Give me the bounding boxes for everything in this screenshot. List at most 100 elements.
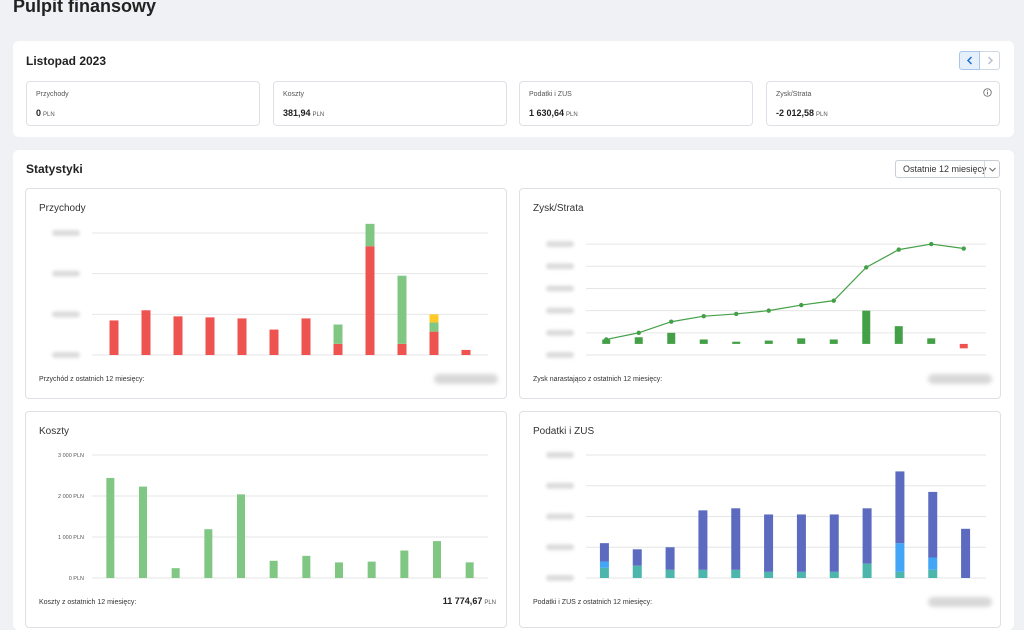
bar-segment — [928, 491, 938, 558]
blurred-tick-label — [546, 352, 574, 358]
month-title: Listopad 2023 — [26, 54, 107, 68]
monthly-bar — [602, 339, 611, 344]
previous-month-button[interactable] — [959, 51, 980, 70]
bar-segment — [731, 508, 741, 570]
kpi-value: 381,94 PLN — [283, 108, 325, 118]
period-select[interactable]: Ostatnie 12 miesięcy — [895, 160, 1000, 178]
blurred-tick-label — [546, 575, 574, 581]
monthly-bar — [862, 310, 871, 344]
bar — [302, 555, 311, 578]
data-point — [929, 241, 934, 247]
kpi-revenue: Przychody 0 PLN — [26, 81, 260, 126]
kpi-label: Podatki i ZUS — [529, 91, 572, 98]
blurred-tick-label — [546, 329, 574, 336]
bar-segment — [796, 571, 806, 578]
bar-segment — [599, 543, 609, 562]
bar-segment — [895, 543, 905, 572]
bar-segment — [429, 322, 439, 332]
data-point — [669, 319, 674, 324]
bar-segment — [895, 471, 905, 544]
bar-segment — [333, 343, 343, 355]
bar-segment — [269, 329, 279, 355]
bar-segment — [632, 549, 642, 566]
monthly-bar — [829, 339, 838, 344]
chart-footer: Zysk narastająco z ostatnich 12 miesięcy… — [533, 376, 663, 383]
chevron-down-icon — [988, 167, 996, 172]
bar-segment — [397, 275, 407, 344]
data-point — [604, 337, 609, 342]
kpi-label: Przychody — [36, 91, 69, 98]
bar — [465, 562, 474, 578]
data-point — [799, 302, 804, 308]
monthly-bar — [732, 341, 741, 344]
info-icon[interactable] — [983, 88, 992, 97]
data-point — [734, 311, 739, 317]
y-tick-label: 1 000 PLN — [58, 535, 84, 541]
bar — [204, 529, 213, 578]
bar-segment — [301, 318, 311, 355]
blurred-tick-label — [546, 285, 574, 292]
blurred-tick-label — [52, 352, 80, 358]
month-summary-card: Listopad 2023 Przychody 0 PLN Koszty 381,… — [13, 41, 1014, 137]
data-point — [701, 313, 706, 319]
blurred-tick-label — [546, 482, 574, 489]
revenue-chart-card: Przychody Przychód z ostatnich 12 miesię… — [25, 188, 507, 399]
chart-title: Podatki i ZUS — [533, 426, 595, 437]
bar-segment — [829, 571, 839, 578]
kpi-value: 1 630,64 PLN — [529, 108, 578, 118]
bar-segment — [764, 571, 774, 578]
statistics-card: Statystyki Ostatnie 12 miesięcy Przychod… — [13, 150, 1014, 630]
bar-segment — [665, 569, 675, 578]
kpi-label: Koszty — [283, 91, 305, 98]
blurred-total — [928, 597, 992, 607]
month-navigation — [959, 51, 1000, 70]
bar-segment — [205, 317, 215, 355]
bar-segment — [862, 563, 872, 578]
bar-segment — [862, 508, 872, 564]
chart-total: 11 774,67 PLN — [442, 596, 496, 606]
taxes-chart-card: Podatki i ZUS Podatki i ZUS z ostatnich … — [519, 411, 1001, 628]
kpi-label: Zysk/Strata — [776, 91, 812, 98]
bar-segment — [599, 561, 609, 568]
monthly-bar — [927, 338, 936, 344]
next-month-button[interactable] — [980, 51, 1000, 70]
bar-segment — [764, 514, 774, 572]
bar-segment — [365, 223, 375, 247]
bar-segment — [429, 331, 439, 355]
data-point — [961, 246, 966, 251]
monthly-bar — [764, 340, 773, 344]
data-point — [831, 298, 836, 303]
costs-chart: 0 PLN 1 000 PLN 2 000 PLN 3 000 PLN — [58, 453, 488, 582]
bar-segment — [928, 569, 938, 578]
bar-segment — [365, 246, 375, 355]
bar-segment — [141, 310, 151, 355]
bar-segment — [698, 510, 708, 570]
bar — [139, 486, 147, 578]
chevron-right-icon — [987, 56, 993, 65]
chart-title: Zysk/Strata — [533, 203, 584, 214]
kpi-value: -2 012,58 PLN — [776, 108, 828, 118]
blurred-tick-label — [546, 544, 574, 551]
blurred-tick-label — [546, 513, 574, 520]
chart-title: Koszty — [39, 426, 70, 437]
bar-segment — [632, 565, 642, 578]
bar-segment — [429, 314, 439, 323]
profit-chart-card: Zysk/Strata Zysk narastająco z ostatnich… — [519, 188, 1001, 399]
data-point — [896, 247, 901, 252]
bar-segment — [796, 514, 806, 572]
bar-segment — [698, 569, 708, 578]
monthly-bar — [699, 339, 708, 344]
statistics-title: Statystyki — [26, 162, 83, 176]
kpi-costs: Koszty 381,94 PLN — [273, 81, 507, 126]
bar-segment — [665, 547, 675, 570]
bar-segment — [333, 324, 343, 344]
blurred-tick-label — [546, 307, 574, 314]
blurred-total — [928, 374, 992, 384]
bar — [400, 550, 409, 578]
bar — [237, 494, 245, 578]
monthly-bar — [959, 343, 968, 349]
bar — [335, 562, 343, 578]
revenue-chart — [52, 223, 488, 358]
costs-chart-card: Koszty 0 PLN 1 000 PLN 2 000 PLN 3 000 PLN … — [25, 411, 507, 628]
bar-segment — [829, 514, 839, 572]
